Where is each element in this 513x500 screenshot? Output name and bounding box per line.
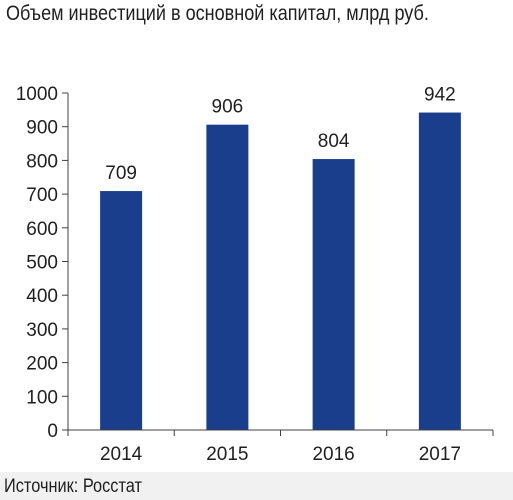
- y-tick-label: 900: [26, 118, 58, 139]
- y-tick-label: 100: [26, 387, 58, 408]
- y-axis-ticks: 0 100 200 300 400 500 600 700 800 900 1000: [16, 84, 68, 442]
- y-tick-label: 200: [26, 354, 58, 375]
- source-note: Источник: Росстат: [4, 476, 142, 497]
- x-tick-label: 2014: [100, 444, 143, 465]
- footer-bar: [0, 472, 513, 500]
- x-axis-ticks: 2014 2015 2016 2017: [67, 430, 494, 465]
- data-label-2017: 942: [424, 85, 456, 106]
- y-tick-label: 500: [26, 253, 58, 274]
- bar-2016: [312, 159, 355, 430]
- x-tick-label: 2015: [206, 444, 248, 465]
- bar-2017: [418, 112, 461, 431]
- data-label-2015: 906: [212, 97, 244, 118]
- bars: [100, 112, 461, 431]
- bar-2014: [100, 191, 143, 430]
- y-tick-label: 700: [26, 185, 58, 206]
- y-tick-label: 800: [26, 151, 58, 172]
- y-tick-label: 600: [26, 219, 58, 240]
- x-tick-label: 2017: [419, 444, 461, 465]
- y-tick-label: 400: [26, 286, 58, 307]
- y-tick-label: 1000: [16, 84, 58, 105]
- data-label-2014: 709: [105, 163, 137, 184]
- y-tick-label: 0: [47, 421, 58, 442]
- x-tick-label: 2016: [312, 444, 354, 465]
- chart-title: Объем инвестиций в основной капитал, млр…: [6, 2, 429, 25]
- bar-2015: [206, 124, 249, 430]
- data-label-2016: 804: [318, 131, 350, 152]
- data-labels: 709 906 804 942: [105, 85, 455, 185]
- y-tick-label: 300: [26, 320, 58, 341]
